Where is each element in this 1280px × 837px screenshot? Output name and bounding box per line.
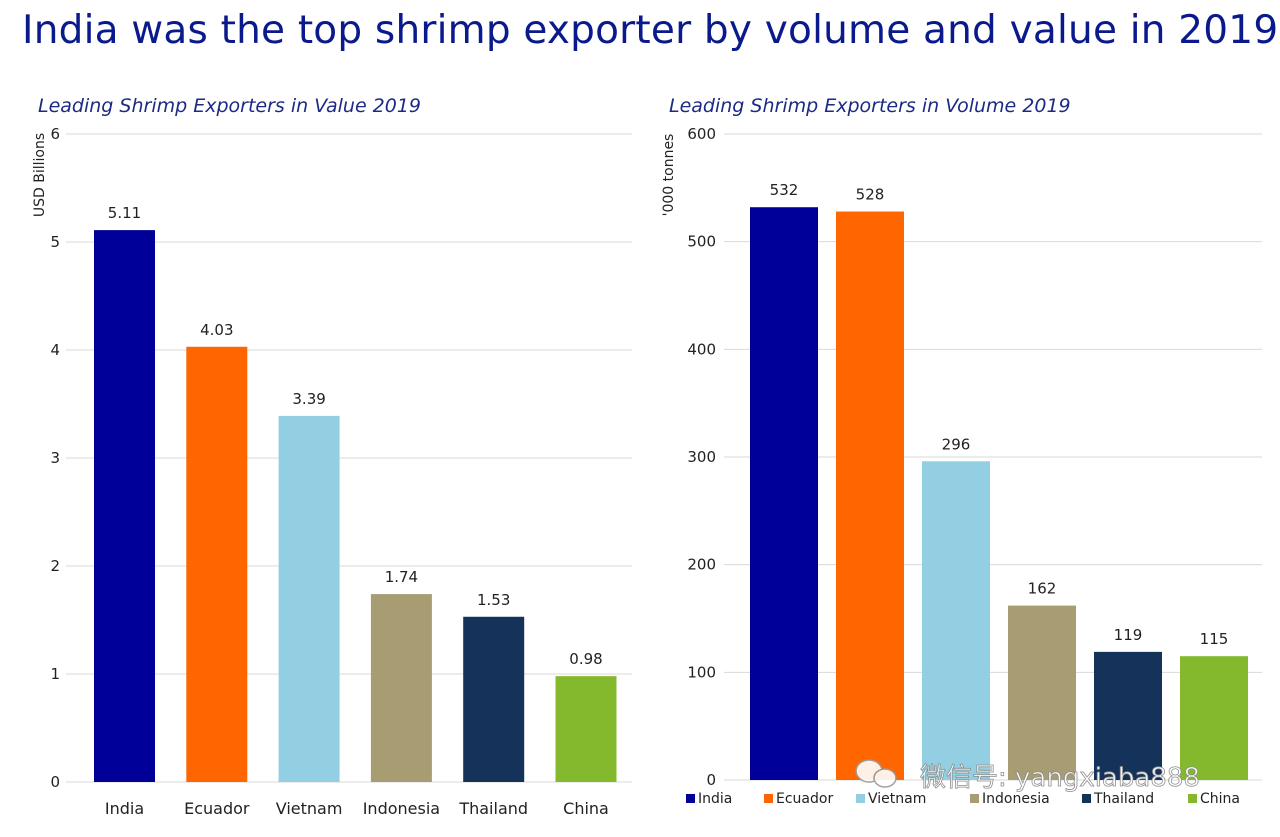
- value-data-label: 1.53: [477, 591, 510, 609]
- value-bar-china: [555, 676, 617, 782]
- value-data-label: 4.03: [200, 321, 233, 339]
- value-y-tick-label: 4: [50, 341, 60, 359]
- value-category-label: India: [105, 799, 144, 818]
- volume-legend-swatch: [686, 794, 695, 803]
- value-y-tick-label: 1: [50, 665, 60, 683]
- value-category-label: China: [563, 799, 609, 818]
- value-y-tick-label: 5: [50, 233, 60, 251]
- volume-y-tick-label: 600: [687, 125, 716, 143]
- volume-bar-thailand: [1094, 651, 1162, 780]
- value-data-label: 1.74: [385, 568, 418, 586]
- value-bar-vietnam: [278, 415, 340, 782]
- volume-legend-label: Vietnam: [868, 791, 926, 807]
- value-y-axis-label: USD Billions: [32, 133, 48, 217]
- volume-data-label: 115: [1200, 630, 1229, 648]
- value-data-label: 5.11: [108, 204, 141, 222]
- value-bar-thailand: [463, 616, 525, 782]
- value-category-label: Ecuador: [184, 799, 250, 818]
- value-y-tick-label: 0: [50, 773, 60, 791]
- volume-legend-swatch: [1188, 794, 1197, 803]
- value-bar-indonesia: [370, 594, 432, 782]
- volume-data-label: 532: [770, 181, 799, 199]
- volume-bar-indonesia: [1008, 605, 1076, 780]
- volume-bar-vietnam: [922, 461, 990, 780]
- volume-bar-ecuador: [836, 211, 904, 780]
- value-y-tick-label: 3: [50, 449, 60, 467]
- value-y-tick-label: 2: [50, 557, 60, 575]
- volume-legend-swatch: [1082, 794, 1091, 803]
- value-y-tick-label: 6: [50, 125, 60, 143]
- volume-legend-label: Indonesia: [982, 791, 1050, 807]
- volume-y-tick-label: 300: [687, 448, 716, 466]
- value-bar-india: [94, 230, 155, 782]
- volume-legend-label: Thailand: [1093, 791, 1154, 807]
- volume-bar-china: [1180, 656, 1248, 780]
- volume-data-label: 119: [1114, 626, 1143, 644]
- watermark-text: 微信号: yangxiaba888: [920, 763, 1200, 793]
- value-category-label: Vietnam: [276, 799, 343, 818]
- volume-legend-swatch: [764, 794, 773, 803]
- value-category-label: Thailand: [458, 799, 528, 818]
- volume-legend-swatch: [856, 794, 865, 803]
- volume-data-label: 162: [1028, 580, 1057, 598]
- value-category-label: Indonesia: [363, 799, 440, 818]
- value-chart-title: Leading Shrimp Exporters in Value 2019: [38, 95, 422, 117]
- volume-bar-india: [750, 207, 818, 781]
- value-data-label: 0.98: [569, 650, 602, 668]
- volume-legend-swatch: [970, 794, 979, 803]
- volume-data-label: 296: [942, 435, 971, 453]
- page-title: India was the top shrimp exporter by vol…: [22, 8, 1279, 53]
- wechat-icon: [855, 759, 897, 788]
- volume-y-tick-label: 400: [687, 340, 716, 358]
- volume-legend-label: Ecuador: [776, 791, 833, 807]
- value-data-label: 3.39: [292, 390, 325, 408]
- volume-legend-label: China: [1200, 791, 1240, 807]
- value-bar-ecuador: [186, 346, 248, 782]
- volume-data-label: 528: [856, 186, 885, 204]
- volume-y-tick-label: 0: [706, 771, 716, 789]
- volume-y-tick-label: 100: [687, 663, 716, 681]
- volume-y-tick-label: 200: [687, 556, 716, 574]
- volume-y-tick-label: 500: [687, 233, 716, 251]
- volume-y-axis-label: '000 tonnes: [661, 134, 677, 217]
- volume-legend-label: India: [698, 791, 732, 807]
- volume-chart-title: Leading Shrimp Exporters in Volume 2019: [669, 95, 1071, 117]
